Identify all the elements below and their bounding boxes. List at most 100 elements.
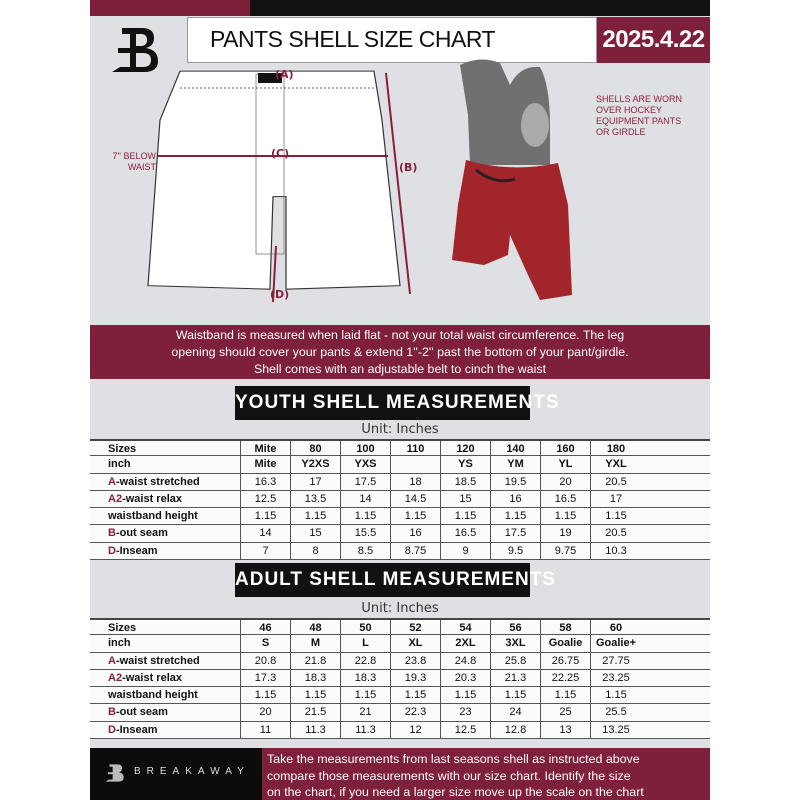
table-cell: 1.15 (605, 510, 627, 523)
table-cell: 20 (541, 473, 591, 490)
table-cell: 1.15 (291, 687, 341, 704)
youth-table: Sizes Mite 80 100 110 120 140 160 180 inch Mite Y2X… (90, 439, 710, 561)
row-label-prefix: D (108, 723, 116, 736)
adult-table: Sizes 46 48 50 52 54 56 58 60 inch S M L XL 2XL 3XL Goal… (90, 618, 710, 740)
table-cell: 15 (291, 525, 341, 542)
table-cell: 12.5 (241, 490, 291, 508)
table-cell: 12 (391, 721, 441, 739)
table-cell: 16.5 (441, 525, 491, 542)
table-cell: 14.5 (391, 490, 441, 508)
label-d: (D) (270, 288, 290, 301)
table-cell: 8 (291, 542, 341, 560)
table-cell: 1.15 (291, 508, 341, 525)
side-note-line: OVER HOCKEY (596, 105, 663, 115)
row-label-text: inch (108, 637, 131, 650)
row-label: A-waist stretched (90, 652, 241, 669)
row-label-prefix: A (108, 654, 116, 667)
row-label-prefix: A (108, 475, 116, 488)
table-cell: 1.15 (391, 687, 441, 704)
table-cell: 80 (291, 441, 341, 456)
table-cell: 11.3 (291, 721, 341, 739)
table-cell: YL (541, 456, 591, 473)
table-cell: 17 (291, 473, 341, 490)
table-row: waistband height 1.15 1.15 1.15 1.15 1.15 1.15… (90, 687, 710, 705)
row-label: A2-waist relax (90, 490, 241, 508)
row-label-text: -waist relax (122, 671, 182, 684)
table-cell: 1.15 (341, 508, 391, 525)
pants-shell-photo (452, 59, 572, 300)
table-cell: 18.3 (291, 669, 341, 687)
breakaway-logo-small-icon (105, 764, 124, 782)
table-cell: 110 (391, 441, 441, 456)
footer-line: on the chart, if you need a larger size … (267, 785, 644, 799)
table-cell: 15.5 (341, 525, 391, 542)
table-cell: 1.15 (491, 687, 541, 704)
row-label-text: waistband height (108, 510, 198, 523)
table-cell: 8.5 (341, 542, 391, 560)
table-cell: 17.5 (341, 473, 391, 490)
title-box: PANTS SHELL SIZE CHART (187, 17, 597, 63)
c-note-line: 7'' BELOW (112, 151, 156, 161)
row-label-text: waistband height (108, 689, 198, 702)
row-label-prefix: A2 (108, 492, 123, 505)
label-c: (C) (271, 147, 290, 160)
table-cell: YM (491, 456, 541, 473)
table-cell: 17 (609, 492, 623, 505)
adult-unit: Unit: Inches (361, 601, 439, 616)
table-cell: 17.5 (491, 525, 541, 542)
table-cell: 16 (491, 490, 541, 508)
table-cell: 24 (491, 704, 541, 721)
row-label: B-out seam (90, 704, 241, 721)
table-cell: 20.3 (441, 669, 491, 687)
table-cell: M (291, 635, 341, 652)
table-cell: 12.5 (441, 721, 491, 739)
table-cell: 1.15 (491, 508, 541, 525)
top-bar-accent (90, 0, 250, 16)
chart-date: 2025.4.22 (597, 17, 710, 63)
row-label: Sizes (90, 441, 241, 456)
table-cell: 18.5 (441, 473, 491, 490)
table-cell: 21.3 (491, 669, 541, 687)
table-cell: 14 (341, 490, 391, 508)
table-cell: 27.75 (602, 654, 630, 667)
table-cell: 180 (606, 443, 626, 455)
table-cell: Mite (241, 441, 291, 456)
table-cell: 1.15 (341, 687, 391, 704)
row-label-text: -out seam (115, 706, 168, 719)
table-row: inch Mite Y2XS YXS YS YM YL YXL (90, 456, 710, 474)
table-cell: 50 (341, 620, 391, 635)
row-label: D-Inseam (90, 542, 241, 560)
row-label-text: -Inseam (115, 723, 158, 736)
row-label: A-waist stretched (90, 473, 241, 490)
table-cell: 160 (541, 441, 591, 456)
row-label-text: -waist stretched (115, 654, 200, 667)
banner-line: Shell comes with an adjustable belt to c… (253, 362, 547, 376)
table-cell: 10.3 (605, 544, 627, 557)
table-row: A-waist stretched 20.8 21.8 22.8 23.8 24.8 25.… (90, 652, 710, 670)
row-label: Sizes (90, 620, 241, 635)
table-row: Sizes Mite 80 100 110 120 140 160 180 (90, 439, 710, 457)
table-cell: 13.25 (602, 723, 630, 736)
table-cell: 25.5 (605, 706, 627, 719)
table-cell: 54 (441, 620, 491, 635)
table-cell: 9.75 (541, 542, 591, 560)
row-label-prefix: B (108, 706, 116, 719)
table-cell: 22.3 (391, 704, 441, 721)
banner-line: opening should cover your pants & extend… (171, 345, 629, 359)
table-row: waistband height 1.15 1.15 1.15 1.15 1.15 1.15… (90, 508, 710, 526)
banner-line: Waistband is measured when laid flat - n… (175, 328, 625, 342)
row-label: inch (90, 635, 241, 652)
table-cell: 14 (241, 525, 291, 542)
table-cell: 22.25 (541, 669, 591, 687)
table-cell: 7 (241, 542, 291, 560)
table-cell: 21 (341, 704, 391, 721)
table-cell: 23 (441, 704, 491, 721)
table-cell: 100 (341, 441, 391, 456)
table-cell: 19.3 (391, 669, 441, 687)
table-cell: 11 (241, 721, 291, 739)
table-cell: 1.15 (241, 687, 291, 704)
table-cell: 2XL (441, 635, 491, 652)
table-row: A2-waist relax 17.3 18.3 18.3 19.3 20.3 21.3 22… (90, 669, 710, 688)
table-cell: YXS (341, 456, 391, 473)
table-row: B-out seam 14 15 15.5 16 16.5 17.5 19 20.5 (90, 525, 710, 543)
